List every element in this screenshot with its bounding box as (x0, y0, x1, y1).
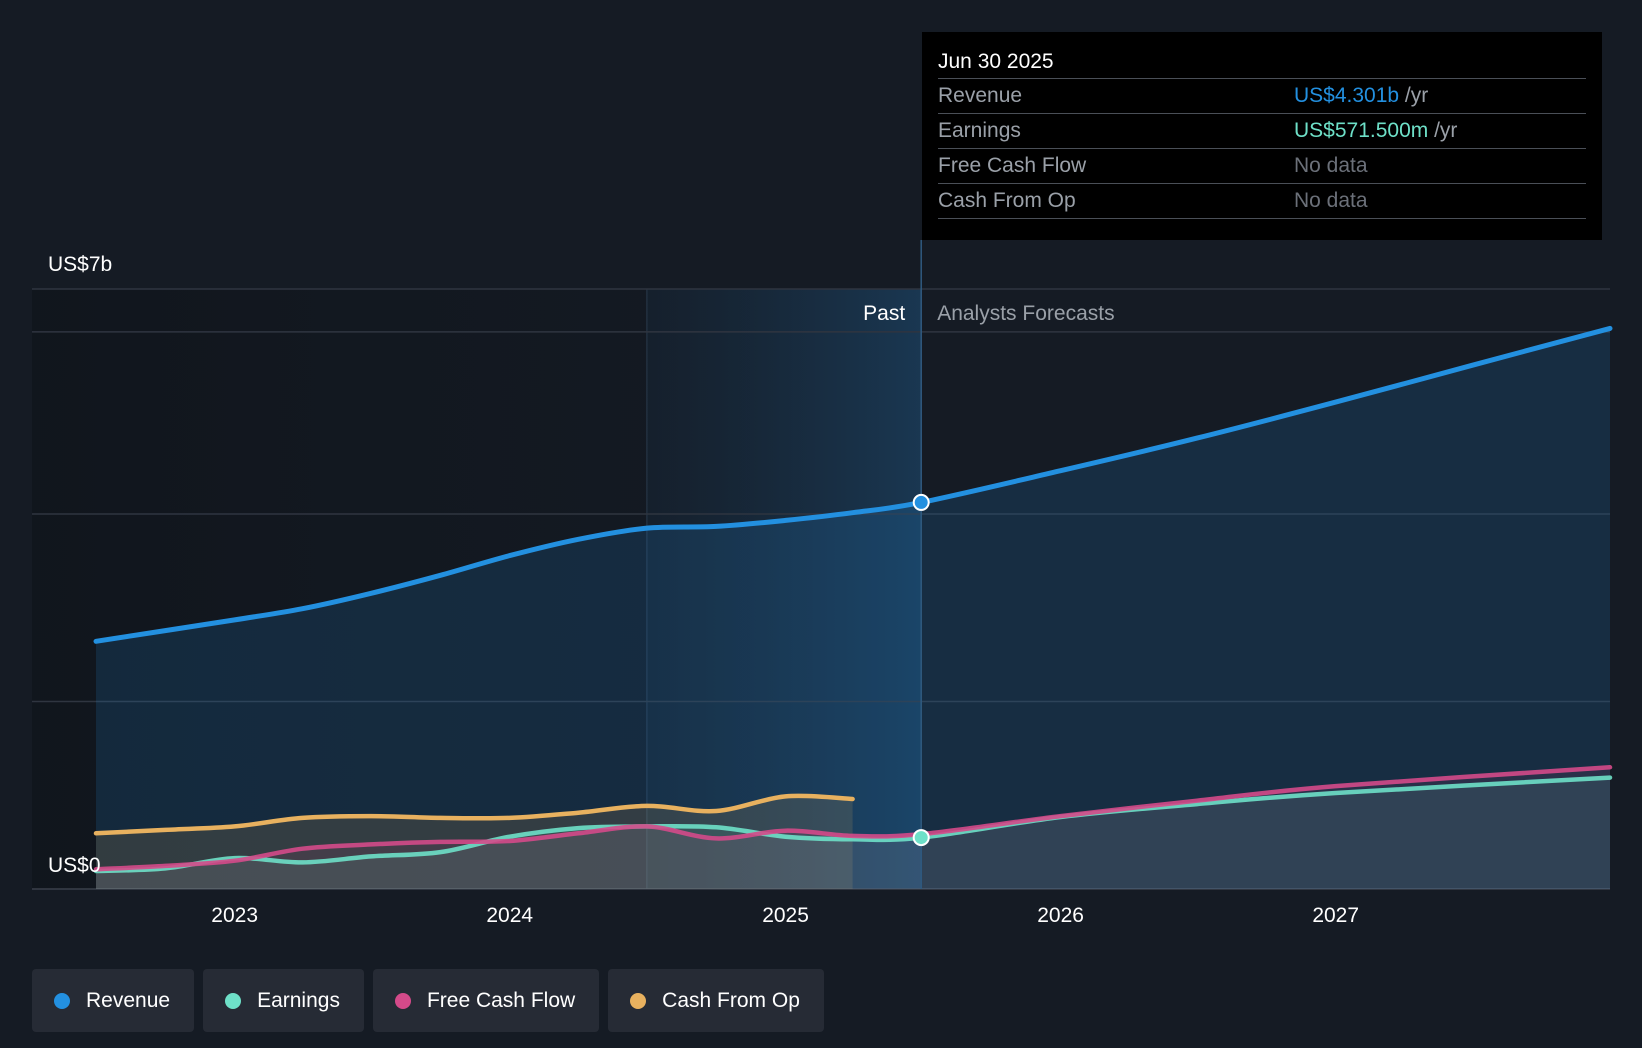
tooltip-row-value: US$4.301b (1294, 84, 1400, 107)
y-axis-top-label: US$7b (48, 253, 112, 276)
legend-label: Revenue (86, 988, 171, 1012)
tooltip-row-value: No data (1294, 154, 1368, 177)
marker-revenue (912, 493, 930, 511)
tooltip-row-value-wrap: No data (1294, 149, 1586, 183)
tooltip-row-value: No data (1294, 189, 1368, 212)
cash-from-op-dot-icon (630, 992, 647, 1009)
legend-label: Cash From Op (662, 988, 800, 1012)
forecast-region-label: Analysts Forecasts (937, 302, 1114, 325)
tooltip-row-label: Free Cash Flow (938, 154, 1087, 177)
area-revenue (96, 328, 1610, 889)
x-tick-label-2026: 2026 (1037, 904, 1084, 927)
tooltip-row-earnings: Earnings US$571.500m /yr (938, 114, 1586, 149)
tooltip-row-value-wrap: US$4.301b /yr (1294, 79, 1586, 113)
legend-item-earnings[interactable]: Earnings (203, 969, 364, 1032)
tooltip-row-cash-from-op: Cash From Op No data (938, 184, 1586, 219)
x-tick-label-2025: 2025 (762, 904, 809, 927)
revenue-dot-icon (54, 992, 70, 1009)
past-highlight-band (646, 289, 922, 889)
series-line-earnings (93, 775, 1613, 874)
tooltip-row-label: Cash From Op (938, 189, 1076, 212)
tooltip-row-value: US$571.500m (1294, 119, 1429, 142)
legend-label: Earnings (257, 988, 340, 1012)
past-region-label: Past (863, 302, 905, 325)
tooltip-row-label: Earnings (938, 119, 1021, 142)
tooltip-row-value-wrap: No data (1294, 184, 1586, 218)
free-cash-flow-dot-icon (394, 992, 411, 1009)
tooltip-row-unit: /yr (1399, 84, 1429, 107)
data-tooltip: Jun 30 2025 Revenue US$4.301b /yr Earnings… (922, 32, 1602, 240)
legend-item-revenue[interactable]: Revenue (32, 969, 195, 1032)
series-line-revenue (93, 325, 1613, 644)
legend-item-cash-from-op[interactable]: Cash From Op (608, 969, 824, 1032)
area-earnings (96, 777, 1610, 889)
tooltip-row-revenue: Revenue US$4.301b /yr (938, 79, 1586, 114)
series-line-free-cash-flow (93, 765, 1613, 872)
earnings-dot-icon (225, 992, 242, 1009)
tooltip-row-free-cash-flow: Free Cash Flow No data (938, 149, 1586, 184)
legend-label: Free Cash Flow (426, 988, 576, 1012)
tooltip-row-unit: /yr (1428, 119, 1458, 142)
tooltip-date: Jun 30 2025 (938, 46, 1586, 79)
x-tick-label-2023: 2023 (211, 904, 258, 927)
chart-legend: Revenue Earnings Free Cash Flow Cash From O… (32, 969, 824, 1032)
y-axis-bottom-label: US$0 (48, 854, 101, 877)
marker-earnings (912, 829, 930, 847)
series-line-cash-from-op (93, 793, 855, 836)
tooltip-row-label: Revenue (938, 84, 1023, 107)
tooltip-row-value-wrap: US$571.500m /yr (1294, 114, 1586, 148)
x-tick-label-2027: 2027 (1312, 904, 1359, 927)
legend-item-free-cash-flow[interactable]: Free Cash Flow (372, 969, 600, 1032)
x-tick-label-2024: 2024 (486, 904, 533, 927)
